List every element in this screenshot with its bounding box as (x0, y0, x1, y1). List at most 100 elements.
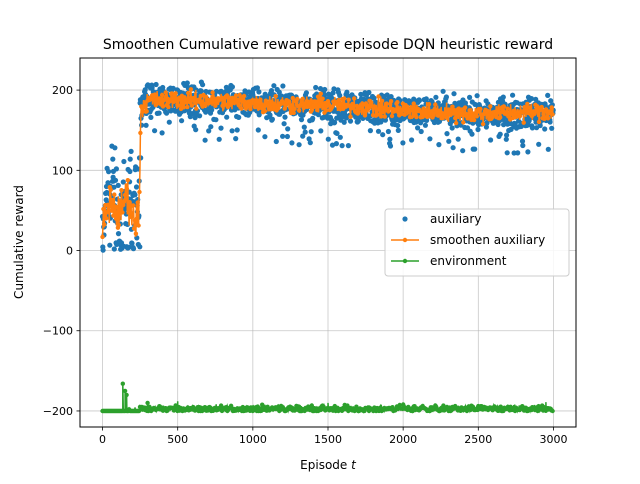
auxiliary-point (107, 242, 113, 248)
smoothen-auxiliary-point (194, 106, 199, 111)
smoothen-auxiliary-point (407, 115, 413, 120)
auxiliary-point (488, 137, 494, 143)
smoothen-auxiliary-point (117, 198, 122, 204)
legend-marker (402, 237, 408, 243)
smoothen-auxiliary-point (326, 102, 332, 107)
smoothen-auxiliary-point (122, 192, 128, 198)
auxiliary-point (504, 132, 510, 138)
auxiliary-point (347, 118, 354, 124)
smoothen-auxiliary-point (462, 105, 468, 110)
smoothen-auxiliary-point (226, 95, 231, 100)
auxiliary-point (443, 94, 449, 100)
auxiliary-point (156, 110, 162, 116)
smoothen-auxiliary-point (379, 98, 385, 104)
smoothen-auxiliary-point (366, 104, 371, 110)
auxiliary-point (545, 146, 551, 152)
auxiliary-point (115, 182, 121, 188)
auxiliary-point (149, 85, 155, 91)
auxiliary-point (142, 87, 148, 93)
smoothen-auxiliary-point (521, 120, 526, 125)
auxiliary-point (121, 158, 127, 165)
auxiliary-point (449, 125, 455, 131)
smoothen-auxiliary-point (189, 103, 194, 108)
auxiliary-point (216, 136, 222, 142)
auxiliary-point (193, 127, 199, 133)
auxiliary-point (284, 133, 290, 140)
legend-label: environment (430, 254, 507, 268)
smoothen-auxiliary-point (517, 113, 523, 119)
smoothen-auxiliary-point (154, 101, 159, 107)
smoothen-auxiliary-point (485, 108, 490, 114)
y-axis: −200 −100 0 100 200 (43, 84, 80, 418)
auxiliary-point (280, 83, 286, 89)
smoothen-auxiliary-point (236, 103, 241, 108)
smoothen-auxiliary-point (411, 101, 416, 106)
smoothen-auxiliary-point (467, 108, 472, 113)
smoothen-auxiliary-point (351, 103, 356, 108)
auxiliary-point (440, 88, 446, 94)
auxiliary-point (269, 116, 275, 122)
smoothen-auxiliary-point (402, 112, 407, 117)
auxiliary-point (415, 125, 421, 131)
auxiliary-point (542, 126, 548, 132)
smoothen-auxiliary-point (426, 102, 432, 107)
smoothen-auxiliary-point (338, 102, 343, 107)
auxiliary-point (236, 114, 242, 120)
x-tick-label: 3000 (539, 433, 567, 446)
auxiliary-point (380, 132, 386, 138)
smoothen-auxiliary-point (138, 130, 143, 136)
auxiliary-point (475, 126, 481, 133)
auxiliary-point (153, 81, 159, 88)
smoothen-auxiliary-point (295, 96, 300, 102)
smoothen-auxiliary-point (187, 100, 193, 105)
auxiliary-point (533, 96, 539, 102)
smoothen-auxiliary-point (480, 121, 486, 127)
smoothen-auxiliary-point (100, 234, 105, 240)
auxiliary-point (547, 119, 553, 125)
auxiliary-point (126, 244, 132, 250)
environment-point (218, 403, 224, 408)
smoothen-auxiliary-point (258, 97, 263, 102)
smoothen-auxiliary-point (478, 106, 483, 112)
smoothen-auxiliary-point (433, 102, 438, 107)
auxiliary-point (330, 90, 336, 96)
smoothen-auxiliary-point (152, 92, 158, 97)
smoothen-auxiliary-point (379, 114, 384, 119)
smoothen-auxiliary-point (141, 104, 147, 109)
auxiliary-point (200, 82, 206, 88)
y-tick-label: −200 (43, 405, 73, 418)
auxiliary-point (337, 134, 343, 140)
auxiliary-point (298, 117, 305, 123)
auxiliary-point (483, 124, 489, 130)
auxiliary-point (262, 134, 268, 140)
legend-label: auxiliary (430, 212, 481, 226)
auxiliary-point (111, 246, 117, 252)
smoothen-auxiliary-point (239, 106, 244, 111)
auxiliary-point (224, 114, 230, 120)
smoothen-auxiliary-point (170, 99, 176, 104)
smoothen-auxiliary-point (342, 96, 347, 101)
smoothen-auxiliary-point (125, 178, 130, 183)
auxiliary-point (229, 128, 235, 134)
smoothen-auxiliary-point (197, 99, 203, 104)
auxiliary-point (254, 85, 260, 91)
auxiliary-point (208, 124, 214, 130)
auxiliary-point (455, 136, 461, 142)
x-axis-label-text: Episode (300, 458, 351, 472)
smoothen-auxiliary-point (527, 105, 533, 110)
smoothen-auxiliary-point (348, 114, 353, 120)
y-tick-label: 100 (52, 164, 73, 177)
smoothen-auxiliary-point (496, 109, 501, 114)
auxiliary-point (358, 91, 364, 97)
smoothen-auxiliary-point (414, 114, 419, 120)
smoothen-auxiliary-point (318, 91, 323, 96)
smoothen-auxiliary-point (451, 111, 456, 116)
smoothen-auxiliary-point (539, 104, 544, 110)
auxiliary-point (285, 126, 291, 132)
auxiliary-point (469, 131, 475, 137)
smoothen-auxiliary-point (545, 116, 551, 121)
smoothen-auxiliary-point (498, 115, 503, 120)
smoothen-auxiliary-point (131, 226, 137, 231)
auxiliary-point (111, 184, 117, 190)
smoothen-auxiliary-point (112, 192, 117, 197)
